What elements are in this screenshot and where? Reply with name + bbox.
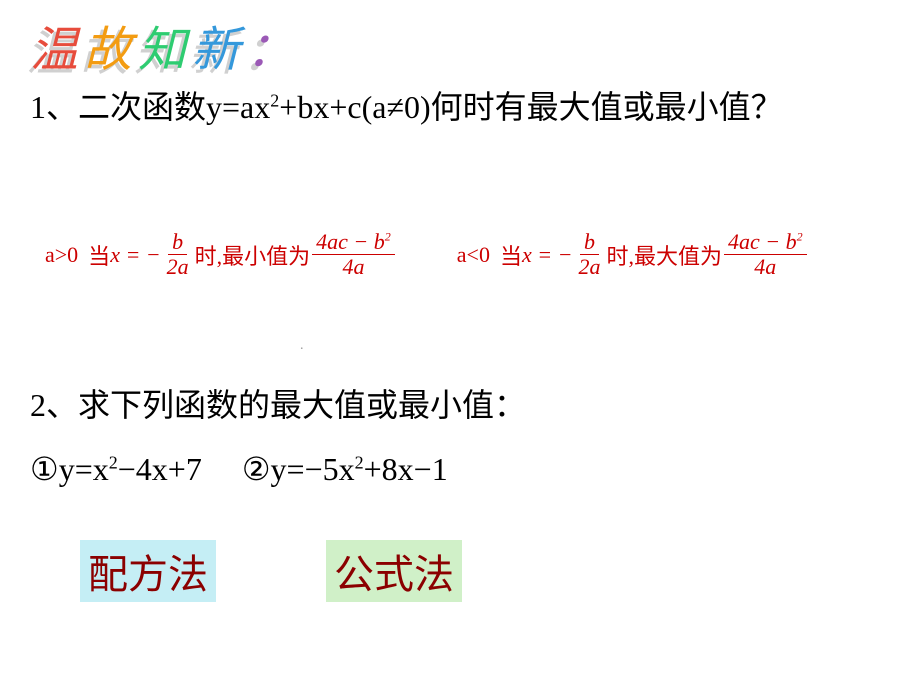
cond-a-neg: a<0 — [457, 242, 490, 268]
expr-1: ①y=x2−4x+7 — [30, 450, 202, 488]
title-char-5: ： — [246, 24, 300, 77]
mid-right: 时,最大值为 — [606, 239, 722, 271]
q1-prefix: 1、二次函数y=ax — [30, 89, 270, 125]
q1-sup: 2 — [270, 90, 279, 110]
num-min: 4ac − b2 — [312, 230, 395, 255]
mid-left: 时,最小值为 — [195, 239, 311, 271]
formula-row: a>0 当 x = − b 2a 时,最小值为 4ac − b2 4a a<0 … — [45, 230, 900, 279]
title-char-4: 新 — [192, 24, 246, 77]
formula-max: a<0 当 x = − b 2a 时,最大值为 4ac − b2 4a — [457, 230, 809, 279]
den-2a-r: 2a — [574, 255, 604, 279]
expressions: ①y=x2−4x+7 ②y=−5x2+8x−1 — [30, 450, 448, 488]
formula-min: a>0 当 x = − b 2a 时,最小值为 4ac − b2 4a — [45, 230, 397, 279]
frac-b-2a-right: b 2a — [574, 230, 604, 279]
num-b-l: b — [168, 230, 187, 255]
cond-a-pos: a>0 — [45, 242, 78, 268]
frac-min-val: 4ac − b2 4a — [312, 230, 395, 279]
num-b-r: b — [580, 230, 599, 255]
method-formula: 公式法 — [326, 540, 462, 602]
question-2: 2、求下列函数的最大值或最小值： — [30, 380, 526, 426]
slide-title: 温故知新： 温故知新： — [30, 10, 300, 80]
title-char-3: 知 — [138, 24, 192, 77]
question-1: 1、二次函数y=ax2+bx+c(a≠0)何时有最大值或最小值？ — [30, 80, 890, 134]
x-eq-right: x = − — [522, 242, 572, 268]
x-eq-left: x = − — [110, 242, 160, 268]
q1-mid: +bx+c(a≠0)何时有最大值或最小值？ — [279, 89, 782, 125]
expr-2: ②y=−5x2+8x−1 — [242, 450, 448, 488]
when-right: 当 — [500, 239, 522, 271]
slide-marker: . — [300, 338, 304, 354]
frac-max-val: 4ac − b2 4a — [724, 230, 807, 279]
num-max: 4ac − b2 — [724, 230, 807, 255]
frac-b-2a-left: b 2a — [163, 230, 193, 279]
method-completing-square: 配方法 — [80, 540, 216, 602]
title-char-2: 故 — [84, 24, 138, 77]
title-char-1: 温 — [30, 24, 84, 77]
den-2a-l: 2a — [163, 255, 193, 279]
den-min: 4a — [338, 255, 368, 279]
when-left: 当 — [88, 239, 110, 271]
title-main: 温故知新： — [30, 24, 300, 77]
den-max: 4a — [750, 255, 780, 279]
methods-row: 配方法 公式法 — [80, 540, 462, 602]
